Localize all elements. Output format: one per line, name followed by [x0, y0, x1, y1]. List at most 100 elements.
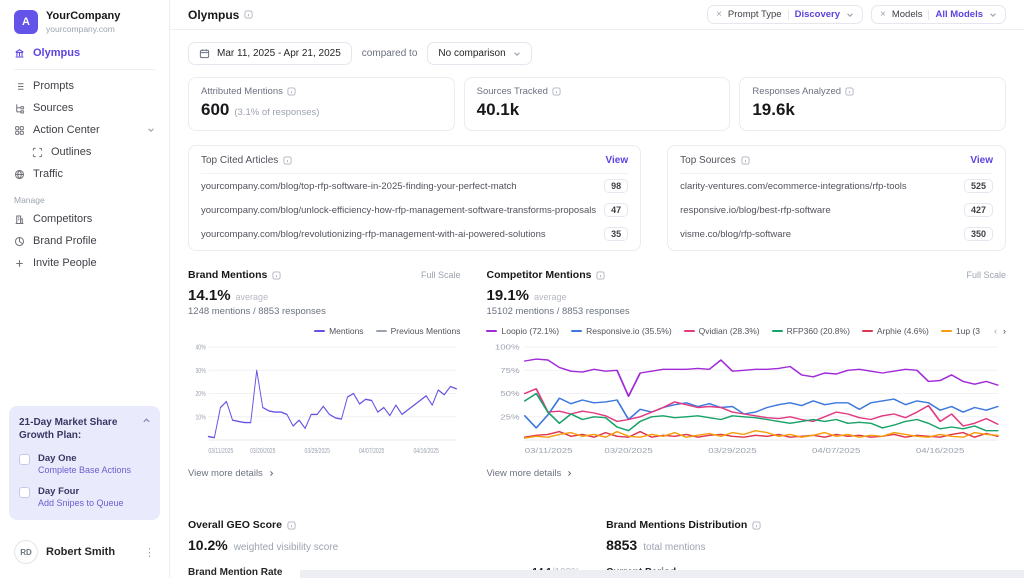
list-item[interactable]: yourcompany.com/blog/unlock-efficiency-h… [201, 198, 628, 222]
competitor-mentions-title: Competitor Mentions [486, 269, 591, 281]
view-more-details-link[interactable]: View more details [486, 468, 1006, 479]
top-cited-articles-card: Top Cited Articles View yourcompany.com/… [188, 145, 641, 251]
kebab-menu-icon[interactable]: ⋮ [144, 546, 155, 559]
sidebar-item-outlines[interactable]: Outlines [0, 141, 169, 163]
legend-item-1up-3[interactable]: 1up (3 [941, 326, 980, 336]
close-icon[interactable]: × [880, 9, 886, 20]
info-icon[interactable] [283, 156, 292, 165]
top-sources-title: Top Sources [680, 155, 736, 166]
list-item[interactable]: visme.co/blog/rfp-software 350 [680, 222, 993, 246]
view-articles-link[interactable]: View [606, 155, 629, 166]
info-icon[interactable] [752, 521, 761, 530]
legend-label: Mentions [329, 326, 364, 336]
legend-label: Arphie (4.6%) [877, 326, 929, 336]
source-url: yourcompany.com/blog/revolutionizing-rfp… [201, 229, 546, 240]
legend-item-arphie-4-6-[interactable]: Arphie (4.6%) [862, 326, 929, 336]
svg-text:03/11/2025: 03/11/2025 [525, 446, 573, 455]
average-label: average [236, 292, 269, 302]
legend-swatch [941, 330, 952, 333]
legend-next-icon[interactable]: › [1003, 326, 1006, 336]
filter-chip-models[interactable]: × Models All Models [871, 5, 1006, 24]
list-item[interactable]: yourcompany.com/blog/revolutionizing-rfp… [201, 222, 628, 246]
legend-item-responsive-io-35-5-[interactable]: Responsive.io (35.5%) [571, 326, 672, 336]
chevron-right-icon [566, 470, 573, 477]
sidebar-item-label: Action Center [33, 124, 139, 136]
action-center-icon [14, 125, 25, 136]
info-icon [552, 87, 561, 96]
comparison-select[interactable]: No comparison [427, 42, 531, 65]
filter-value: All Models [935, 9, 983, 20]
info-icon[interactable] [244, 10, 253, 19]
brand-mentions-title: Brand Mentions [188, 269, 267, 281]
task-checkbox[interactable] [19, 487, 30, 498]
chevron-down-icon [513, 50, 521, 58]
stat-value: 600 [201, 100, 229, 120]
legend-item-qvidian-28-3-[interactable]: Qvidian (28.3%) [684, 326, 760, 336]
full-scale-toggle[interactable]: Full Scale [421, 270, 461, 280]
sidebar-item-label: Outlines [51, 146, 155, 158]
info-icon[interactable] [272, 271, 281, 280]
legend-item-mentions[interactable]: Mentions [314, 326, 364, 336]
date-range-value: Mar 11, 2025 - Apr 21, 2025 [217, 48, 341, 59]
list-item[interactable]: responsive.io/blog/best-rfp-software 427 [680, 198, 993, 222]
divider [14, 69, 155, 70]
citation-count-badge: 525 [964, 179, 993, 193]
sidebar-item-prompts[interactable]: Prompts [0, 75, 169, 97]
stat-value: 40.1k [477, 100, 520, 120]
user-name: Robert Smith [46, 546, 136, 558]
view-more-details-link[interactable]: View more details [188, 468, 460, 479]
chevron-down-icon [989, 11, 997, 19]
legend-item-loopio-72-1-[interactable]: Loopio (72.1%) [486, 326, 559, 336]
sidebar-item-invite-people[interactable]: Invite People [0, 252, 169, 274]
legend-item-rfp360-20-8-[interactable]: RFP360 (20.8%) [772, 326, 850, 336]
manage-section-label: Manage [0, 185, 169, 208]
sidebar-item-sources[interactable]: Sources [0, 97, 169, 119]
plus-icon [14, 258, 25, 269]
sidebar-item-label: Competitors [33, 213, 155, 225]
chevron-up-icon[interactable] [142, 416, 151, 425]
svg-text:04/07/2025: 04/07/2025 [812, 446, 861, 455]
competitor-mentions-chart[interactable]: 25%50%75%100%03/11/202503/20/202503/29/2… [486, 339, 1006, 457]
filter-chip-prompt-type[interactable]: × Prompt Type Discovery [707, 5, 863, 24]
filter-label: Models [892, 9, 923, 20]
horizontal-scrollbar[interactable] [300, 570, 1024, 578]
stat-label: Attributed Mentions [201, 86, 283, 97]
full-scale-toggle[interactable]: Full Scale [966, 270, 1006, 280]
legend-swatch [314, 330, 325, 333]
sidebar-item-label: Sources [33, 102, 155, 114]
svg-text:03/20/2025: 03/20/2025 [605, 446, 654, 455]
sidebar-item-traffic[interactable]: Traffic [0, 163, 169, 185]
list-item[interactable]: yourcompany.com/blog/top-rfp-software-in… [201, 174, 628, 198]
user-menu[interactable]: RD Robert Smith ⋮ [0, 528, 169, 578]
view-sources-link[interactable]: View [970, 155, 993, 166]
info-icon[interactable] [287, 521, 296, 530]
sidebar-item-competitors[interactable]: Competitors [0, 208, 169, 230]
date-range-button[interactable]: Mar 11, 2025 - Apr 21, 2025 [188, 42, 352, 65]
list-item[interactable]: clarity-ventures.com/ecommerce-integrati… [680, 174, 993, 198]
geo-score-title: Overall GEO Score [188, 519, 282, 531]
sidebar-item-olympus[interactable]: Olympus [0, 42, 169, 64]
stat-label: Sources Tracked [477, 86, 548, 97]
sidebar-item-label: Invite People [33, 257, 155, 269]
legend-prev-icon[interactable]: ‹ [994, 326, 997, 336]
svg-text:50%: 50% [501, 389, 521, 398]
chevron-down-icon [846, 11, 854, 19]
distribution-title: Brand Mentions Distribution [606, 519, 747, 531]
brand-mentions-chart[interactable]: 10%20%30%40%03/11/202503/20/202503/29/20… [188, 339, 460, 457]
task-checkbox[interactable] [19, 454, 30, 465]
sidebar-item-brand-profile[interactable]: Brand Profile [0, 230, 169, 252]
chevron-right-icon [268, 470, 275, 477]
info-icon[interactable] [741, 156, 750, 165]
growth-plan-task: Day One Complete Base Actions [19, 453, 150, 475]
workspace-switcher[interactable]: A YourCompany yourcompany.com [0, 0, 169, 42]
sidebar-item-action-center[interactable]: Action Center [0, 119, 169, 141]
close-icon[interactable]: × [716, 9, 722, 20]
total-mentions-label: total mentions [643, 542, 705, 553]
info-icon [287, 87, 296, 96]
stat-card-responses-analyzed: Responses Analyzed 19.6k [739, 77, 1006, 131]
growth-plan-title: 21-Day Market Share Growth Plan: [19, 416, 129, 442]
competitor-average-value: 19.1% [486, 287, 529, 304]
legend-item-previous-mentions[interactable]: Previous Mentions [376, 326, 461, 336]
topbar: Olympus × Prompt Type Discovery× Models … [170, 0, 1024, 30]
info-icon[interactable] [596, 271, 605, 280]
